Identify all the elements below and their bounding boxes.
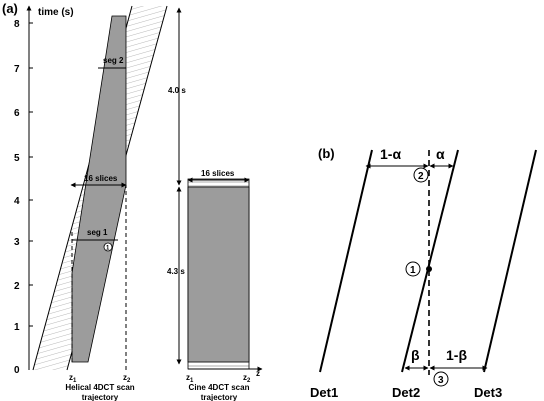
seg1-label: seg 1: [87, 228, 108, 237]
helical-z1-label: z1: [69, 373, 77, 384]
circle-1: [405, 261, 421, 277]
duration-bottom-label: 4.3 s: [167, 267, 185, 276]
cine-z1-label: z1: [186, 373, 194, 384]
circle-3: [433, 371, 449, 387]
helical-16-slices-label: 16 slices: [84, 174, 118, 183]
panel-a-label: (a): [2, 1, 18, 16]
det1-line: [319, 149, 373, 373]
y-tick-label: 1: [14, 322, 20, 333]
y-tick-label: 4: [14, 196, 20, 207]
y-tick-label: 3: [14, 237, 20, 248]
circle-2: [413, 167, 429, 183]
y-axis-tick-labels: 8 7 6 5 4 3 2 1 0: [14, 19, 20, 376]
intersection-point: [426, 266, 432, 272]
circle-1-label: 1: [410, 265, 416, 276]
y-tick-label: 8: [14, 19, 20, 30]
helical-caption-line2: trajectory: [82, 393, 119, 401]
cine-caption-line1: Cine 4DCT scan: [189, 383, 250, 392]
det3-label: Det3: [474, 385, 502, 400]
duration-top-label: 4.0 s: [168, 86, 186, 95]
y-tick-label: 0: [14, 365, 20, 376]
helical-z2-label: z2: [123, 373, 131, 384]
cine-acquired-region: [187, 186, 250, 363]
y-axis-ticks: [29, 22, 33, 327]
cine-16-slices-label: 16 slices: [201, 169, 235, 178]
y-tick-label: 5: [14, 153, 20, 164]
y-axis-title: time (s): [38, 7, 74, 18]
helical-caption-line1: Helical 4DCT scan: [65, 383, 134, 392]
y-tick-label: 6: [14, 108, 20, 119]
circle-2-label: 2: [418, 171, 424, 182]
det3-line: [483, 149, 537, 373]
panel-b-label: (b): [318, 146, 335, 161]
beta-label: β: [411, 347, 420, 363]
one-minus-alpha-label: 1-α: [380, 146, 401, 162]
seg2-label: seg 2: [103, 56, 124, 65]
cine-caption-line2: trajectory: [201, 393, 238, 401]
y-tick-label: 2: [14, 281, 20, 292]
det2-label: Det2: [392, 385, 420, 400]
marker-1-label: 1: [106, 246, 110, 252]
det1-label: Det1: [310, 385, 338, 400]
cine-z-axis-label: z: [256, 369, 260, 378]
circle-3-label: 3: [438, 375, 444, 386]
one-minus-beta-label: 1-β: [446, 347, 467, 363]
alpha-label: α: [436, 146, 445, 162]
cine-z2-label: z2: [243, 373, 251, 384]
y-tick-label: 7: [14, 64, 20, 75]
det2-line: [401, 149, 459, 373]
marker-1-circle: [103, 242, 113, 252]
